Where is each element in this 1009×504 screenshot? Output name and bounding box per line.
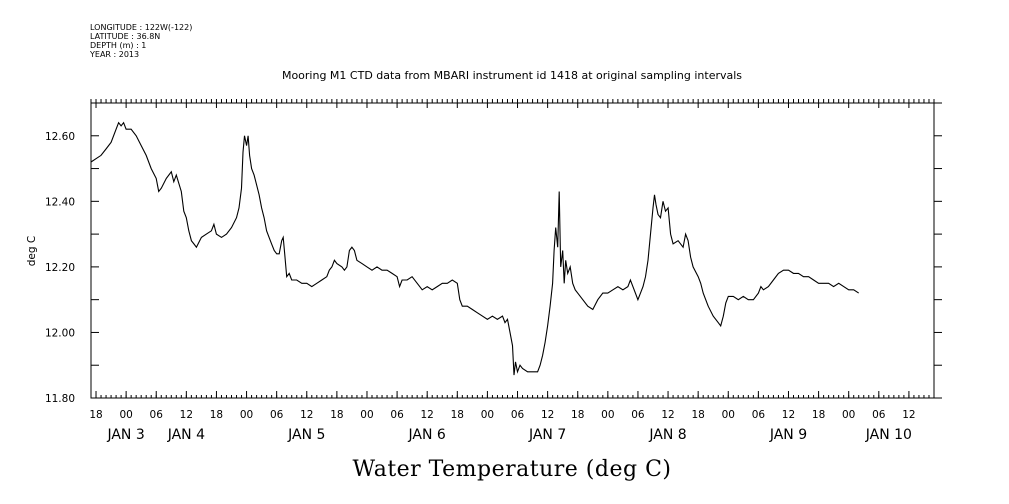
x-tick-label: 00 <box>360 409 373 421</box>
day-label: JAN 4 <box>167 427 205 443</box>
x-tick-label: 06 <box>752 409 766 421</box>
y-tick-label: 11.80 <box>45 393 75 405</box>
metadata-latitude: LATITUDE : 36.8N <box>90 32 160 41</box>
x-tick-label: 06 <box>270 409 284 421</box>
metadata-longitude: LONGITUDE : 122W(-122) <box>90 23 192 32</box>
chart-title: Mooring M1 CTD data from MBARI instrumen… <box>282 69 742 82</box>
x-tick-label: 12 <box>661 409 674 421</box>
x-tick-label: 00 <box>240 409 253 421</box>
y-tick-label: 12.60 <box>45 131 75 143</box>
day-label: JAN 10 <box>865 427 912 443</box>
x-tick-label: 00 <box>842 409 855 421</box>
x-tick-label: 12 <box>421 409 434 421</box>
x-tick-label: 18 <box>89 409 102 421</box>
x-tick-label: 18 <box>691 409 704 421</box>
x-tick-label: 00 <box>601 409 614 421</box>
y-axis-ticks: 11.80 12.00 12.20 12.40 12.60 <box>45 102 942 405</box>
metadata-year: YEAR : 2013 <box>89 50 139 59</box>
x-axis-ticks: 18 00 06 12 18 00 06 12 18 00 06 12 18 00 06 12 18 00 06 12… <box>89 103 916 421</box>
x-tick-label: 12 <box>541 409 554 421</box>
y-axis-label: deg C <box>26 236 38 266</box>
x-tick-label: 18 <box>210 409 223 421</box>
x-tick-label: 18 <box>330 409 343 421</box>
y-tick-label: 12.40 <box>45 196 75 208</box>
metadata-depth: DEPTH (m) : 1 <box>90 41 146 50</box>
day-label: JAN 3 <box>106 427 144 443</box>
y-tick-label: 12.00 <box>45 327 75 339</box>
day-label: JAN 9 <box>769 427 807 443</box>
series-line <box>90 121 860 376</box>
metadata-block: LONGITUDE : 122W(-122) LATITUDE : 36.8N … <box>89 23 192 59</box>
x-axis-day-labels: JAN 3 JAN 4 JAN 5 JAN 6 JAN 7 JAN 8 JAN 9 JAN 1… <box>106 427 911 443</box>
y-tick-label: 12.20 <box>45 262 75 274</box>
x-tick-label: 06 <box>872 409 886 421</box>
day-label: JAN 5 <box>287 427 325 443</box>
x-tick-label: 00 <box>119 409 132 421</box>
x-tick-label: 18 <box>451 409 464 421</box>
x-tick-label: 06 <box>511 409 525 421</box>
x-tick-label: 00 <box>481 409 494 421</box>
x-tick-label: 18 <box>812 409 825 421</box>
x-axis-title: Water Temperature (deg C) <box>353 457 672 482</box>
x-tick-label: 00 <box>722 409 735 421</box>
x-tick-label: 12 <box>300 409 313 421</box>
day-label: JAN 6 <box>408 427 446 443</box>
x-tick-label: 12 <box>902 409 915 421</box>
x-tick-label: 12 <box>782 409 795 421</box>
x-tick-label: 06 <box>150 409 164 421</box>
x-tick-label: 06 <box>390 409 404 421</box>
x-tick-label: 18 <box>571 409 584 421</box>
x-tick-label: 12 <box>180 409 193 421</box>
x-tick-label: 06 <box>631 409 645 421</box>
day-label: JAN 8 <box>648 427 686 443</box>
day-label: JAN 7 <box>528 427 566 443</box>
